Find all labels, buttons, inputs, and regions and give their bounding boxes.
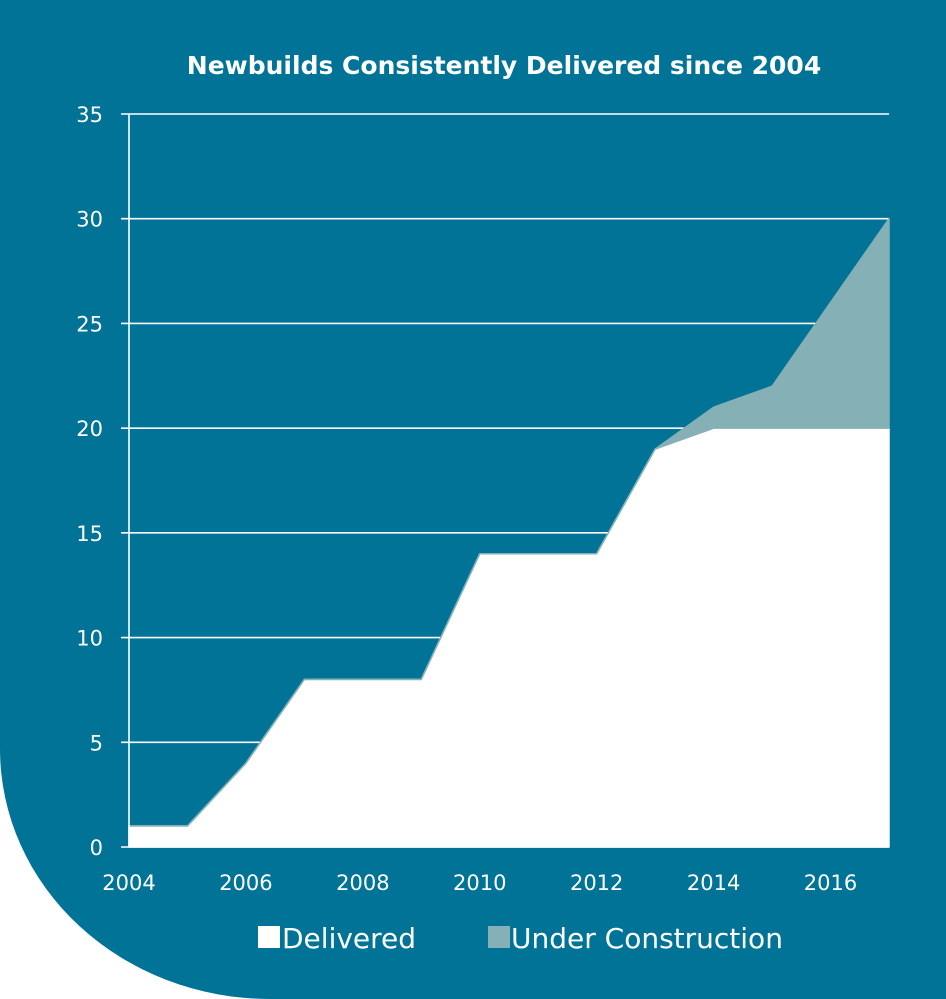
x-tick-label: 2006	[219, 871, 272, 895]
y-tick-label: 25	[76, 312, 103, 336]
y-tick-label: 0	[90, 836, 103, 860]
x-tick-label: 2008	[336, 871, 389, 895]
y-tick-label: 20	[76, 417, 103, 441]
x-tick-label: 2012	[570, 871, 623, 895]
x-tick-label: 2016	[804, 871, 857, 895]
y-tick-label: 5	[90, 731, 103, 755]
series-area-under-construction	[128, 217, 890, 827]
chart-title: Newbuilds Consistently Delivered since 2…	[187, 51, 821, 80]
x-tick-label: 2010	[453, 871, 506, 895]
legend-swatch-under-construction	[488, 926, 510, 948]
y-tick-label: 35	[76, 103, 103, 127]
legend: Delivered Under Construction	[258, 922, 783, 955]
plot-area	[128, 217, 890, 848]
legend-label-under-construction: Under Construction	[511, 922, 783, 955]
axes: 0 5 10 15 20 25 30 35 2004 2006 2008 2010 2012 2014 20…	[76, 103, 857, 895]
legend-swatch-delivered	[258, 926, 280, 948]
y-tick-label: 30	[76, 208, 103, 232]
y-tick-label: 15	[76, 522, 103, 546]
x-tick-label: 2004	[102, 871, 155, 895]
x-tick-label: 2014	[687, 871, 740, 895]
y-tick-label: 10	[76, 627, 103, 651]
legend-label-delivered: Delivered	[282, 922, 416, 955]
